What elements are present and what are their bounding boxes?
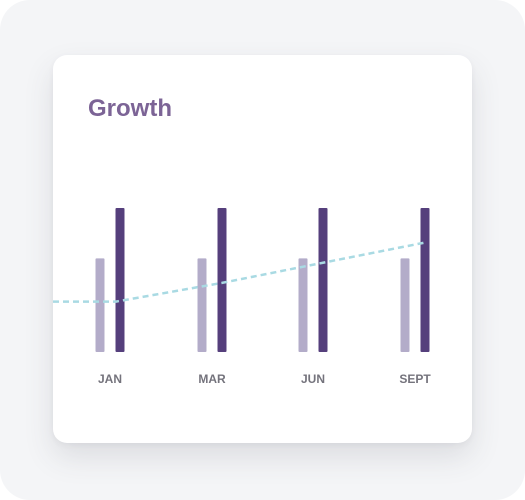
bar-dark-sept [420, 208, 430, 352]
x-tick-label-jun: JUN [301, 372, 325, 386]
x-tick-label-sept: SEPT [399, 372, 431, 386]
x-tick-label-mar: MAR [198, 372, 226, 386]
bar-light-mar [197, 258, 207, 352]
trend-line [53, 241, 426, 303]
x-axis-labels: JAN MAR JUN SEPT [98, 372, 431, 386]
bar-group [95, 208, 430, 352]
growth-card: Growth JAN MAR JUN SEPT [53, 55, 472, 443]
x-tick-label-jan: JAN [98, 372, 122, 386]
bar-dark-jun [318, 208, 328, 352]
bar-light-jan [95, 258, 105, 352]
bar-light-jun [298, 258, 308, 352]
bar-dark-jan [115, 208, 125, 352]
bar-light-sept [400, 258, 410, 352]
bar-dark-mar [217, 208, 227, 352]
chart-title: Growth [88, 95, 172, 122]
growth-chart: JAN MAR JUN SEPT [53, 208, 431, 386]
